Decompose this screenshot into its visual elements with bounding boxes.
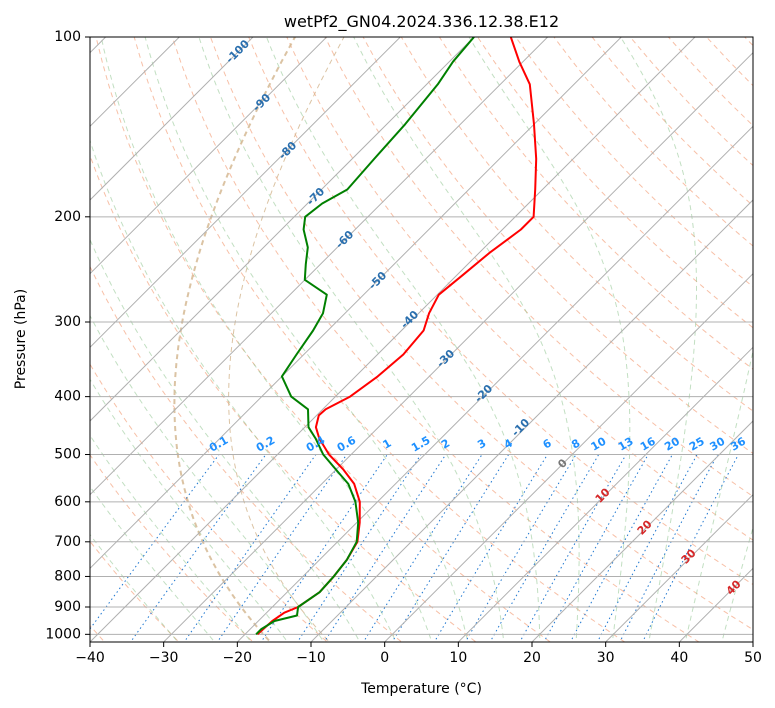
dry-adiabat	[248, 37, 753, 586]
x-tick-label: −30	[149, 650, 179, 666]
x-tick-label: 10	[449, 650, 467, 666]
y-tick-label: 100	[54, 29, 81, 45]
x-tick-label: 20	[523, 650, 541, 666]
dry-adiabat	[90, 153, 477, 642]
dry-adiabat	[438, 37, 753, 370]
mixing-ratio-line	[433, 454, 548, 642]
moist-adiabat	[144, 37, 469, 642]
isotherm-line	[90, 37, 696, 642]
y-axis-label: Pressure (hPa)	[13, 289, 29, 389]
moist-adiabat	[468, 37, 631, 642]
isotherm-line	[236, 125, 753, 642]
isotherm-line	[90, 37, 181, 128]
mixing-ratio-line	[260, 454, 388, 642]
mixing-ratio-line	[464, 454, 577, 642]
moist-adiabat	[90, 485, 216, 642]
dewpoint-trace	[255, 37, 475, 636]
moist-adiabat	[90, 378, 289, 642]
plot-frame	[89, 36, 754, 643]
y-tick-label: 700	[54, 534, 81, 550]
y-tick-label: 800	[54, 568, 81, 584]
dry-adiabat	[133, 37, 626, 642]
x-tick-label: −10	[296, 650, 326, 666]
y-tick-label: 200	[54, 209, 81, 225]
dry-adiabat	[90, 540, 180, 642]
dry-adiabat	[515, 37, 753, 288]
mixing-ratio-line	[362, 454, 483, 642]
dry-adiabat	[90, 453, 254, 642]
moist-adiabat	[353, 37, 580, 642]
y-tick-label: 600	[54, 494, 81, 510]
mixing-ratio-line	[216, 454, 348, 642]
y-tick-label: 1000	[45, 626, 81, 642]
y-tick-label: 400	[54, 389, 81, 405]
y-tick-label: 900	[54, 599, 81, 615]
dry-adiabat	[400, 37, 753, 412]
isotherm-line	[90, 37, 549, 496]
mixing-ratio-line	[296, 454, 422, 642]
gridlines	[90, 37, 753, 642]
mixing-ratio-line	[642, 454, 739, 642]
isotherm-line	[531, 420, 753, 642]
x-tick-label: 50	[744, 650, 762, 666]
chart-title: wetPf2_GN04.2024.336.12.38.E12	[284, 12, 559, 32]
moist-adiabat	[90, 434, 252, 642]
isotherm-line	[90, 37, 623, 570]
dry-adiabat	[95, 37, 552, 642]
reference-curve	[173, 37, 296, 642]
moist-adiabat	[90, 533, 179, 642]
sounding-traces	[255, 37, 538, 636]
mixing-ratio-line	[519, 454, 627, 642]
x-tick-label: −40	[75, 650, 105, 666]
isotherm-line	[604, 493, 753, 642]
isotherm-line	[162, 51, 753, 642]
dry-adiabat	[171, 37, 700, 642]
isotherm-line	[310, 199, 753, 642]
moist-adiabat	[90, 138, 397, 642]
moist-adiabat	[100, 37, 433, 642]
mixing-ratio-line	[323, 454, 447, 642]
isotherm-line	[90, 37, 402, 349]
moist-adiabat	[90, 238, 361, 642]
y-tick-label: 300	[54, 314, 81, 330]
x-tick-label: 40	[670, 650, 688, 666]
isotherm-line	[457, 346, 753, 642]
x-tick-label: 30	[597, 650, 615, 666]
x-axis-label: Temperature (°C)	[360, 681, 482, 697]
y-tick-label: 500	[54, 447, 81, 463]
x-tick-label: −20	[223, 650, 253, 666]
isotherm-line	[90, 37, 254, 201]
moist-adiabat	[266, 37, 541, 642]
isotherm-line	[383, 272, 753, 642]
mixing-ratio-line	[183, 454, 317, 642]
dry-adiabat	[210, 37, 753, 631]
axes: −40 −30 −20 −10 0 10 20 30 40 50 100 200 300 400 500 60…	[45, 29, 762, 666]
isotherm-line	[90, 37, 328, 275]
mixing-ratio-line	[90, 454, 220, 630]
mixing-ratio-line	[619, 454, 719, 642]
x-tick-label: 0	[380, 650, 389, 666]
isotherm-line	[90, 37, 475, 422]
